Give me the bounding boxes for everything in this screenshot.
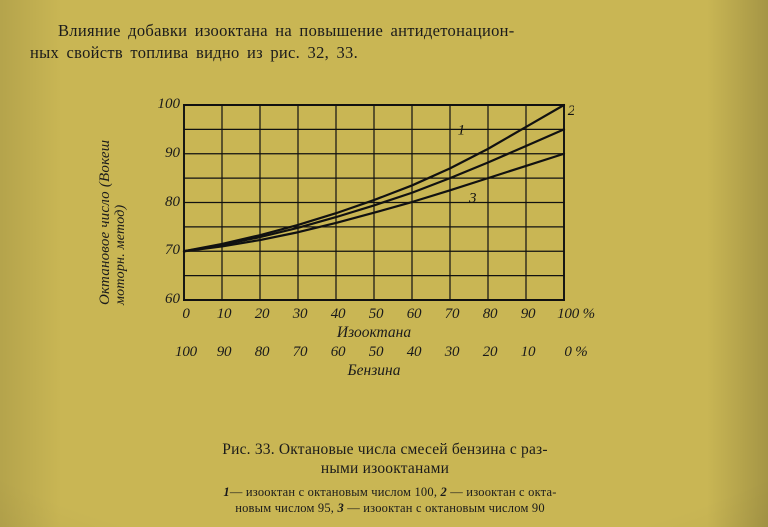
svg-text:3: 3 (468, 191, 477, 207)
x-tick: 80 (477, 306, 503, 323)
y-tick: 90 (150, 145, 180, 162)
caption-prefix: Рис. 33. (222, 441, 275, 458)
x-tick: 60 (325, 344, 351, 361)
x-tick: 70 (439, 306, 465, 323)
x-tick: 30 (439, 344, 465, 361)
x-tick: 70 (287, 344, 313, 361)
legend-2-text-b: новым числом 95, (235, 501, 337, 515)
x-tick: 100 (173, 344, 199, 361)
x-tick: 100 % (553, 306, 599, 323)
y-axis-label-line2: моторн. метод) (114, 140, 129, 305)
x-tick: 20 (477, 344, 503, 361)
x-tick: 80 (249, 344, 275, 361)
x-label-isooctane: Изооктана (184, 324, 564, 342)
octane-chart: Октановое число (Вокеш моторн. метод) 60… (104, 95, 634, 395)
intro-line2: ных свойств топлива видно из рис. 32, 33… (30, 43, 358, 62)
y-tick: 100 (150, 96, 180, 113)
x-tick: 90 (515, 306, 541, 323)
x-tick: 30 (287, 306, 313, 323)
x-tick: 40 (401, 344, 427, 361)
x-tick: 90 (211, 344, 237, 361)
legend-1-text: — изооктан с октановым числом 100, (230, 485, 441, 499)
x-ticks-isooctane: 0102030405060708090100 % (104, 306, 574, 324)
x-tick: 50 (363, 344, 389, 361)
x-tick: 20 (249, 306, 275, 323)
intro-paragraph: Влияние добавки изооктана на повышение а… (30, 20, 738, 65)
y-axis-label-line1: Октановое число (Вокеш (97, 140, 113, 305)
svg-text:2: 2 (568, 103, 574, 119)
intro-line1: Влияние добавки изооктана на повышение а… (58, 21, 515, 40)
caption-line1: Октановые числа смесей бензина с раз- (279, 441, 548, 458)
x-tick: 60 (401, 306, 427, 323)
x-tick: 10 (515, 344, 541, 361)
y-tick: 80 (150, 194, 180, 211)
x-tick: 0 (173, 306, 199, 323)
legend-2-text-a: — изооктан с окта- (447, 485, 557, 499)
legend-3-text: — изооктан с октановым числом 90 (344, 501, 545, 515)
figure-legend: 1— изооктан с октановым числом 100, 2 — … (100, 485, 680, 516)
x-tick: 10 (211, 306, 237, 323)
svg-text:1: 1 (458, 122, 466, 138)
y-axis-label: Октановое число (Вокеш моторн. метод) (98, 140, 128, 305)
x-tick: 0 % (553, 344, 599, 361)
x-tick: 40 (325, 306, 351, 323)
x-label-benzene: Бензина (184, 362, 564, 380)
x-ticks-benzene: 1009080706050403020100 % (104, 344, 574, 362)
caption-line2: ными изооктанами (321, 460, 449, 477)
y-tick: 70 (150, 242, 180, 259)
x-tick: 50 (363, 306, 389, 323)
figure-caption: Рис. 33. Октановые числа смесей бензина … (120, 440, 650, 479)
